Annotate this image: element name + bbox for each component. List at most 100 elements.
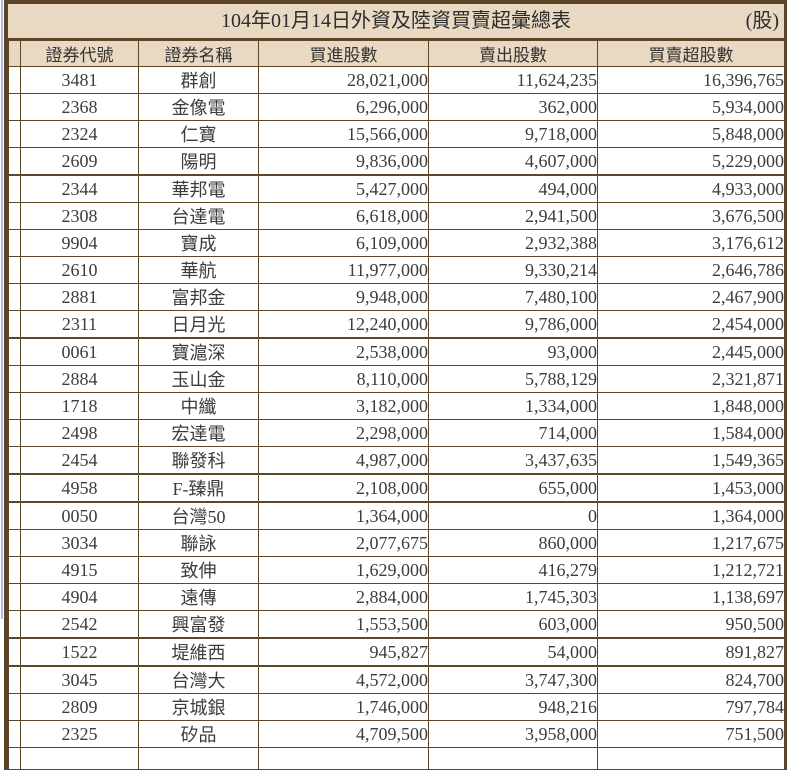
stock-code-cell — [20, 747, 139, 770]
column-header-name: 證券名稱 — [138, 40, 259, 67]
stock-name-cell: 寶滬深 — [138, 337, 259, 366]
sell-shares-cell: 0 — [428, 501, 598, 530]
buy-shares-cell: 945,827 — [258, 637, 429, 667]
row-gutter-cell — [8, 720, 21, 748]
net-shares-cell: 5,934,000 — [597, 93, 785, 121]
report-title: 104年01月14日外資及陸資買賣超彙總表 — [221, 10, 571, 32]
stock-name-cell: 寶成 — [138, 229, 259, 257]
sell-shares-cell: 1,745,303 — [428, 583, 598, 611]
table-row: 2809 京城銀 1,746,000 948,216 797,784 — [8, 693, 785, 721]
table-row: 3045 台灣大 4,572,000 3,747,300 824,700 — [8, 665, 785, 694]
net-shares-cell: 5,229,000 — [597, 147, 785, 176]
row-gutter-cell — [8, 256, 21, 284]
net-shares-cell: 1,217,675 — [597, 529, 785, 557]
row-gutter-cell — [8, 665, 21, 694]
table-row: 3481 群創 28,021,000 11,624,235 16,396,765 — [8, 66, 785, 94]
stock-name-cell: F-臻鼎 — [138, 473, 259, 503]
buy-shares-cell: 12,240,000 — [258, 310, 429, 339]
stock-code-cell: 3045 — [20, 665, 139, 694]
buy-shares-cell — [258, 747, 429, 770]
net-shares-cell: 891,827 — [597, 637, 785, 667]
net-shares-cell: 751,500 — [597, 720, 785, 748]
buy-shares-cell: 2,884,000 — [258, 583, 429, 611]
sell-shares-cell: 11,624,235 — [428, 66, 598, 94]
stock-code-cell: 2308 — [20, 202, 139, 230]
table-row: 4958 F-臻鼎 2,108,000 655,000 1,453,000 — [8, 473, 785, 503]
sell-shares-cell: 1,334,000 — [428, 392, 598, 420]
sell-shares-cell: 362,000 — [428, 93, 598, 121]
table-row: 0061 寶滬深 2,538,000 93,000 2,445,000 — [8, 337, 785, 366]
row-gutter-cell — [8, 637, 21, 667]
row-gutter-cell — [8, 583, 21, 611]
stock-code-cell: 1522 — [20, 637, 139, 667]
sell-shares-cell: 3,747,300 — [428, 665, 598, 694]
stock-name-cell: 華邦電 — [138, 174, 259, 203]
net-shares-cell: 797,784 — [597, 693, 785, 721]
column-header-sell-shares: 賣出股數 — [428, 40, 598, 67]
sell-shares-cell: 494,000 — [428, 174, 598, 203]
stock-code-cell: 2344 — [20, 174, 139, 203]
buy-shares-cell: 5,427,000 — [258, 174, 429, 203]
buy-shares-cell: 6,618,000 — [258, 202, 429, 230]
table-row: 2368 金像電 6,296,000 362,000 5,934,000 — [8, 93, 785, 121]
row-gutter-cell — [8, 174, 21, 203]
stock-name-cell: 聯發科 — [138, 446, 259, 475]
net-shares-cell: 4,933,000 — [597, 174, 785, 203]
table-row: 2542 興富發 1,553,500 603,000 950,500 — [8, 610, 785, 639]
net-shares-cell: 3,176,612 — [597, 229, 785, 257]
stock-code-cell: 2368 — [20, 93, 139, 121]
stock-code-cell: 3481 — [20, 66, 139, 94]
table-row: 2344 華邦電 5,427,000 494,000 4,933,000 — [8, 174, 785, 203]
net-shares-cell: 2,454,000 — [597, 310, 785, 339]
stock-code-cell: 2324 — [20, 120, 139, 148]
stock-name-cell: 宏達電 — [138, 419, 259, 447]
buy-shares-cell: 1,364,000 — [258, 501, 429, 530]
stock-name-cell: 遠傳 — [138, 583, 259, 611]
row-gutter-cell — [8, 392, 21, 420]
row-gutter-cell — [8, 747, 21, 770]
row-gutter-cell — [8, 337, 21, 366]
net-shares-cell: 2,467,900 — [597, 283, 785, 311]
sell-shares-cell: 5,788,129 — [428, 365, 598, 393]
row-gutter-cell — [8, 556, 21, 584]
net-shares-cell — [597, 747, 785, 770]
stock-name-cell: 日月光 — [138, 310, 259, 339]
table-header-row: 證券代號 證券名稱 買進股數 賣出股數 買賣超股數 — [8, 40, 785, 67]
buy-shares-cell: 2,538,000 — [258, 337, 429, 366]
stock-code-cell: 2809 — [20, 693, 139, 721]
net-shares-cell: 2,445,000 — [597, 337, 785, 366]
stock-code-cell: 4958 — [20, 473, 139, 503]
stock-name-cell: 矽品 — [138, 720, 259, 748]
net-shares-cell: 1,549,365 — [597, 446, 785, 475]
row-gutter-cell — [8, 446, 21, 475]
table-row: 2454 聯發科 4,987,000 3,437,635 1,549,365 — [8, 446, 785, 475]
sell-shares-cell — [428, 747, 598, 770]
row-gutter-cell — [8, 610, 21, 639]
row-gutter-cell — [8, 501, 21, 530]
stock-code-cell: 2884 — [20, 365, 139, 393]
row-gutter-cell — [8, 202, 21, 230]
net-shares-cell: 5,848,000 — [597, 120, 785, 148]
sell-shares-cell: 603,000 — [428, 610, 598, 639]
stock-name-cell: 聯詠 — [138, 529, 259, 557]
buy-shares-cell: 9,948,000 — [258, 283, 429, 311]
table-row: 1718 中纖 3,182,000 1,334,000 1,848,000 — [8, 392, 785, 420]
stock-code-cell: 4904 — [20, 583, 139, 611]
stock-name-cell: 玉山金 — [138, 365, 259, 393]
stock-table-body: 3481 群創 28,021,000 11,624,235 16,396,765… — [8, 66, 785, 770]
stock-name-cell: 台達電 — [138, 202, 259, 230]
table-row: 2609 陽明 9,836,000 4,607,000 5,229,000 — [8, 147, 785, 176]
buy-shares-cell: 2,077,675 — [258, 529, 429, 557]
buy-shares-cell: 28,021,000 — [258, 66, 429, 94]
table-row: 2325 矽品 4,709,500 3,958,000 751,500 — [8, 720, 785, 748]
table-row: 4904 遠傳 2,884,000 1,745,303 1,138,697 — [8, 583, 785, 611]
column-header-net-shares: 買賣超股數 — [597, 40, 785, 67]
row-gutter-cell — [8, 120, 21, 148]
net-shares-cell: 2,321,871 — [597, 365, 785, 393]
table-row: 9904 寶成 6,109,000 2,932,388 3,176,612 — [8, 229, 785, 257]
stock-code-cell: 4915 — [20, 556, 139, 584]
table-row: 2881 富邦金 9,948,000 7,480,100 2,467,900 — [8, 283, 785, 311]
stock-net-buy-table: 證券代號 證券名稱 買進股數 賣出股數 買賣超股數 3481 群創 28,021… — [8, 40, 785, 770]
row-gutter-cell — [8, 419, 21, 447]
net-shares-cell: 16,396,765 — [597, 66, 785, 94]
